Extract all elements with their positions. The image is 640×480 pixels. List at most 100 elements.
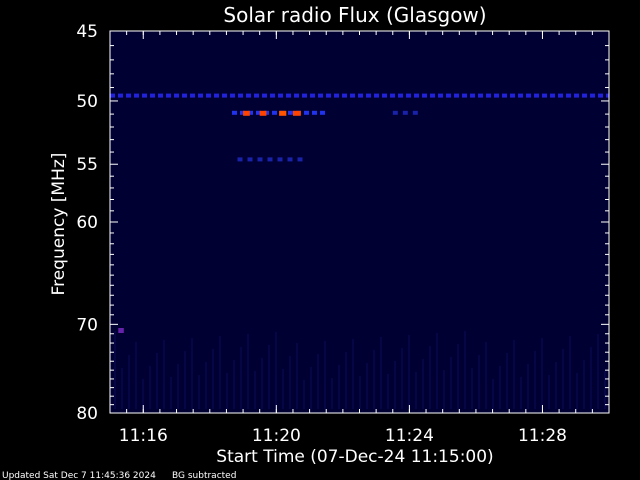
spectrogram-band-0 — [526, 93, 531, 98]
spectrogram-band-7 — [247, 157, 253, 162]
spectrogram-band-0 — [382, 93, 387, 98]
spectrogram-band-1 — [312, 110, 317, 115]
spectrogram-band-6 — [392, 110, 398, 115]
spectrogram-band-0 — [302, 93, 307, 98]
spectrogram-band-1 — [320, 110, 325, 115]
spectrogram-band-0 — [238, 93, 243, 98]
spectrogram-band-0 — [158, 93, 163, 98]
spectrogram-band-0 — [542, 93, 547, 98]
spectrogram-band-0 — [214, 93, 219, 98]
x-tick-label: 11:16 — [119, 426, 168, 446]
spectrogram-band-0 — [414, 93, 419, 98]
spectrogram-band-0 — [446, 93, 451, 98]
y-tick-label: 60 — [76, 213, 98, 233]
spectrogram-band-0 — [598, 93, 603, 98]
y-tick-label: 45 — [76, 22, 98, 42]
spectrogram-band-0 — [534, 93, 539, 98]
spectrogram-band-0 — [262, 93, 267, 98]
spectrogram-band-0 — [406, 93, 411, 98]
spectrogram-band-1 — [232, 110, 237, 115]
spectrogram-band-7 — [297, 157, 303, 162]
spectrogram-band-0 — [126, 93, 131, 98]
spectrogram-band-0 — [550, 93, 555, 98]
chart-title: Solar radio Flux (Glasgow) — [223, 3, 486, 27]
spectrogram-band-0 — [502, 93, 507, 98]
spectrogram-band-1 — [240, 110, 245, 115]
spectrogram-band-0 — [230, 93, 235, 98]
footer-note: BG subtracted — [172, 471, 236, 480]
spectrogram-texture — [114, 331, 606, 409]
spectrogram-band-0 — [470, 93, 475, 98]
spectrogram-band-0 — [310, 93, 315, 98]
spectrogram-band-0 — [494, 93, 499, 98]
spectrogram-band-0 — [134, 93, 139, 98]
spectrogram-band-0 — [358, 93, 363, 98]
spectrogram-band-0 — [478, 93, 483, 98]
spectrogram-band-0 — [206, 93, 211, 98]
spectrogram-band-0 — [566, 93, 571, 98]
y-axis-title: Frequency [MHz] — [49, 153, 69, 296]
x-tick-label: 11:24 — [385, 426, 434, 446]
spectrogram-burst-8 — [118, 328, 124, 333]
spectrogram-band-0 — [398, 93, 403, 98]
spectrogram-band-0 — [350, 93, 355, 98]
spectrogram-band-0 — [510, 93, 515, 98]
spectrogram-band-7 — [277, 157, 283, 162]
spectrogram-band-0 — [166, 93, 171, 98]
spectrogram-band-0 — [150, 93, 155, 98]
spectrogram-band-0 — [198, 93, 203, 98]
footer-updated: Updated Sat Dec 7 11:45:36 2024 — [2, 471, 156, 480]
spectrogram-band-0 — [558, 93, 563, 98]
y-tick-label: 55 — [76, 155, 98, 175]
spectrogram-band-0 — [142, 93, 147, 98]
spectrogram-band-0 — [374, 93, 379, 98]
x-axis-title: Start Time (07-Dec-24 11:15:00) — [216, 447, 493, 467]
x-tick-label: 11:28 — [518, 426, 567, 446]
spectrogram-band-0 — [118, 93, 123, 98]
spectrogram-band-6 — [402, 110, 408, 115]
y-tick-label: 50 — [76, 92, 98, 112]
spectrogram-band-1 — [248, 110, 253, 115]
x-axis: 11:16 11:20 11:24 11:28 — [119, 31, 593, 446]
spectrogram-band-0 — [326, 93, 331, 98]
y-tick-label: 70 — [76, 315, 98, 335]
x-tick-label: 11:20 — [252, 426, 301, 446]
spectrogram-burst-3 — [259, 110, 267, 116]
spectrogram-band-0 — [278, 93, 283, 98]
spectrogram-band-0 — [222, 93, 227, 98]
spectrogram-burst-2 — [243, 110, 250, 116]
spectrogram-band-0 — [342, 93, 347, 98]
spectrogram-band-0 — [182, 93, 187, 98]
spectrogram-band-0 — [270, 93, 275, 98]
spectrogram-band-1 — [304, 110, 309, 115]
spectrogram-band-0 — [518, 93, 523, 98]
spectrogram-band-0 — [318, 93, 323, 98]
spectrogram-band-0 — [246, 93, 251, 98]
spectrogram-band-0 — [590, 93, 595, 98]
spectrogram-band-0 — [294, 93, 299, 98]
spectrogram-band-1 — [288, 110, 293, 115]
spectrogram-band-0 — [438, 93, 443, 98]
spectrogram-band-7 — [257, 157, 263, 162]
spectrogram-burst-4 — [279, 110, 287, 116]
spectrogram-band-0 — [366, 93, 371, 98]
y-axis: 45 50 55 60 70 80 — [76, 22, 609, 424]
spectrogram-band-1 — [264, 110, 269, 115]
spectrogram-band-7 — [267, 157, 273, 162]
spectrogram-band-0 — [174, 93, 179, 98]
spectrogram-features — [110, 93, 609, 333]
spectrogram-band-7 — [237, 157, 243, 162]
spectrogram-band-0 — [574, 93, 579, 98]
spectrogram-band-0 — [334, 93, 339, 98]
spectrogram-band-0 — [606, 93, 609, 98]
spectrogram-burst-5 — [293, 110, 301, 116]
spectrogram-band-0 — [486, 93, 491, 98]
spectrogram-band-0 — [454, 93, 459, 98]
y-tick-label: 80 — [76, 404, 98, 424]
spectrogram-band-6 — [412, 110, 418, 115]
spectrogram-band-0 — [390, 93, 395, 98]
spectrogram-band-0 — [430, 93, 435, 98]
spectrogram-band-0 — [110, 93, 115, 98]
spectrogram-band-7 — [287, 157, 293, 162]
